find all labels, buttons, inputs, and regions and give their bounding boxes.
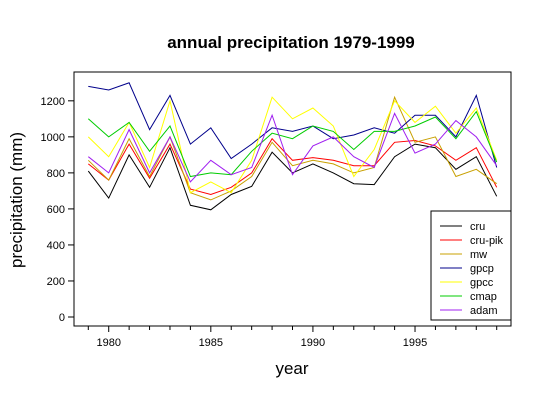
x-tick-label: 1985 (199, 337, 223, 349)
y-tick-label: 800 (47, 168, 65, 180)
series-line-gpcp (88, 82, 498, 168)
y-tick-label: 0 (59, 312, 65, 324)
y-tick-label: 1000 (41, 132, 65, 144)
x-tick-label: 1995 (403, 337, 427, 349)
legend-label-adam: adam (470, 305, 498, 317)
y-tick-label: 1200 (41, 96, 65, 108)
y-axis: 0 200 400 600 800 1000 1200 (41, 96, 74, 324)
x-axis-label: year (275, 359, 308, 378)
series-line-cru (87, 143, 498, 211)
series-line-cru-pik (87, 137, 498, 196)
series-lines (87, 82, 498, 211)
legend-label-cmap: cmap (470, 291, 497, 303)
legend-label-mw: mw (470, 249, 487, 261)
legend-label-cru-pik: cru-pik (470, 235, 504, 247)
legend-label-cru: cru (470, 221, 485, 233)
y-tick-label: 200 (47, 276, 65, 288)
series-line-mw (87, 95, 497, 201)
chart-title: annual precipitation 1979-1999 (167, 33, 415, 52)
series-line-cmap (87, 110, 498, 178)
x-tick-label: 1990 (301, 337, 325, 349)
y-tick-label: 600 (47, 204, 65, 216)
legend-label-gpcc: gpcc (470, 277, 494, 289)
series-line-adam (87, 112, 498, 183)
y-axis-label: precipitation (mm) (7, 132, 26, 268)
series-line-gpcc (87, 96, 498, 194)
legend-label-gpcp: gpcp (470, 263, 494, 275)
legend-box (430, 210, 512, 321)
y-tick-label: 400 (47, 240, 65, 252)
x-tick-label: 1980 (96, 337, 120, 349)
x-axis: 1980 1985 1990 1995 (87, 326, 498, 349)
legend: cru cru-pik mw gpcp gpcc cmap adam (430, 210, 512, 321)
